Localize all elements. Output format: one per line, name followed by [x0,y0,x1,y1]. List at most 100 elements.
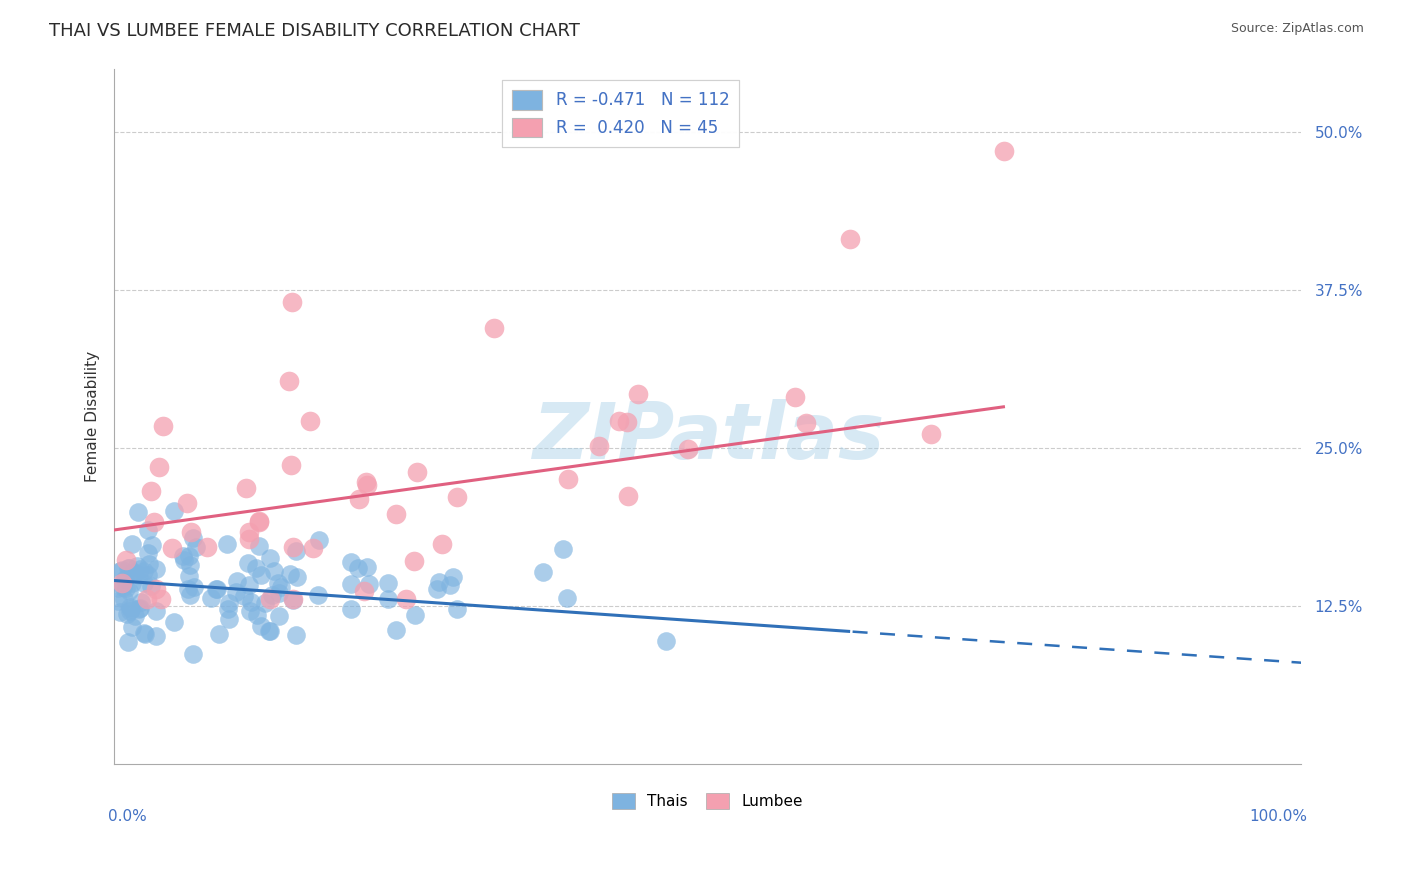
Point [617,489,640,503]
Point [176,496,198,510]
Text: Source: ZipAtlas.com: Source: ZipAtlas.com [1230,22,1364,36]
Point [655,633,678,648]
Point [183,581,205,595]
Point [128,602,150,616]
Point [124,609,146,624]
Point [141,579,163,593]
Point [107,593,129,607]
Point [259,551,281,566]
Point [607,414,630,428]
Point [377,591,399,606]
Point [588,439,610,453]
Point [347,491,370,506]
Point [138,557,160,571]
Point [118,604,141,618]
Point [259,592,281,607]
Point [120,602,142,616]
Point [446,490,468,504]
Point [254,596,277,610]
Point [395,592,418,607]
Point [200,591,222,605]
Point [208,627,231,641]
Point [551,542,574,557]
Point [356,478,378,492]
Point [118,583,141,598]
Point [356,560,378,574]
Point [225,585,247,599]
Point [247,539,270,553]
Point [616,415,638,429]
Point [152,418,174,433]
Point [281,593,304,607]
Point [177,549,200,564]
Point [205,582,228,597]
Point [263,565,285,579]
Point [129,562,152,576]
Point [122,565,145,579]
Point [121,620,143,634]
Point [404,608,426,623]
Point [184,541,207,555]
Point [281,295,304,310]
Point [179,558,201,572]
Point [260,589,283,603]
Point [627,387,650,401]
Point [267,586,290,600]
Point [127,505,149,519]
Legend: R = -0.471   N = 112, R =  0.420   N = 45: R = -0.471 N = 112, R = 0.420 N = 45 [502,80,740,147]
Point [239,595,262,609]
Point [217,602,239,616]
Point [482,320,505,334]
Point [134,575,156,590]
Point [107,582,129,596]
Point [402,554,425,568]
Point [235,481,257,495]
Point [136,568,159,582]
Point [357,577,380,591]
Point [129,595,152,609]
Point [557,591,579,605]
Point [112,592,135,607]
Text: ZIPatlas: ZIPatlas [531,399,884,475]
Point [110,564,132,578]
Point [340,555,363,569]
Point [142,515,165,529]
Point [225,574,247,588]
Point [557,472,579,486]
Point [247,515,270,529]
Point [117,560,139,574]
Point [238,524,260,539]
Point [920,426,942,441]
Point [439,577,461,591]
Y-axis label: Female Disability: Female Disability [86,351,100,482]
Point [339,577,361,591]
Point [794,416,817,430]
Point [281,592,304,607]
Point [145,604,167,618]
Point [145,582,167,596]
Point [239,604,262,618]
Point [353,584,375,599]
Point [430,536,453,550]
Point [118,600,141,615]
Point [339,601,361,615]
Point [122,566,145,581]
Point [195,540,218,554]
Point [446,601,468,615]
Point [250,618,273,632]
Point [118,561,141,575]
Point [441,570,464,584]
Point [179,569,201,583]
Point [218,596,240,610]
Point [148,460,170,475]
Point [238,533,260,547]
Point [136,524,159,538]
Point [259,624,281,638]
Point [347,561,370,575]
Point [139,483,162,498]
Text: 0.0%: 0.0% [108,809,148,824]
Point [114,581,136,595]
Point [181,532,204,546]
Point [149,592,172,607]
Point [299,414,322,428]
